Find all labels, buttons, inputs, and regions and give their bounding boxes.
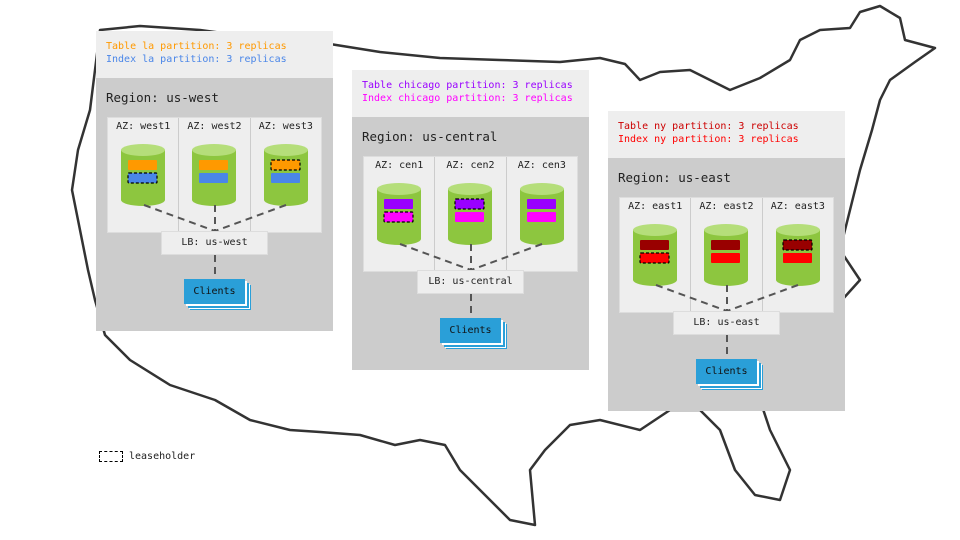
table-replica: [128, 160, 157, 170]
region-label: Region: us-east: [618, 170, 731, 185]
leaseholder-legend-swatch: [99, 451, 123, 462]
availability-zone: AZ: east2: [691, 198, 763, 312]
index-replica: [526, 212, 556, 222]
az-label: AZ: west1: [116, 121, 171, 132]
region-label: Region: us-west: [106, 90, 219, 105]
table-replica: [270, 159, 301, 171]
availability-zone: AZ: cen2: [435, 157, 507, 271]
legend: leaseholder: [99, 451, 195, 462]
index-replica: [711, 253, 741, 263]
database-cylinder-icon: [633, 224, 677, 286]
region-box: Region: us-east AZ: east1 AZ: east2 AZ: …: [608, 158, 845, 411]
availability-zone: AZ: cen1: [364, 157, 436, 271]
partition-info: Table chicago partition: 3 replicas Inde…: [352, 70, 589, 117]
load-balancer: LB: us-central: [417, 270, 524, 294]
database-cylinder-icon: [377, 183, 421, 245]
table-replica: [711, 240, 741, 250]
database-cylinder-icon: [775, 224, 820, 286]
table-partition-text: Table la partition: 3 replicas: [106, 41, 287, 52]
availability-zone: AZ: cen3: [507, 157, 577, 271]
table-replica: [782, 239, 813, 251]
index-replica: [270, 173, 300, 183]
database-cylinder-icon: [192, 144, 237, 206]
az-label: AZ: east2: [699, 201, 754, 212]
clients-stack: Clients: [696, 359, 757, 384]
index-replica: [383, 211, 414, 223]
az-group: AZ: east1 AZ: east2 AZ: east3: [619, 197, 834, 313]
az-group: AZ: west1 AZ: west2 AZ: west3: [107, 117, 322, 233]
partition-info: Table la partition: 3 replicas Index la …: [96, 31, 333, 78]
index-partition-text: Index ny partition: 3 replicas: [618, 134, 799, 145]
az-label: AZ: west2: [187, 121, 242, 132]
az-label: AZ: cen1: [375, 160, 424, 171]
region-us-east: Table ny partition: 3 replicas Index ny …: [608, 111, 845, 411]
table-partition-text: Table chicago partition: 3 replicas: [362, 80, 573, 91]
load-balancer: LB: us-west: [161, 231, 268, 255]
az-group: AZ: cen1 AZ: cen2 AZ: cen3: [363, 156, 578, 272]
index-replica: [639, 252, 670, 264]
index-replica: [199, 173, 229, 183]
index-replica: [127, 172, 158, 184]
table-replica: [640, 240, 669, 250]
index-replica: [455, 212, 485, 222]
index-partition-text: Index chicago partition: 3 replicas: [362, 93, 573, 104]
availability-zone: AZ: west2: [179, 118, 251, 232]
partition-info: Table ny partition: 3 replicas Index ny …: [608, 111, 845, 158]
region-box: Region: us-west AZ: west1 AZ: west2 AZ: …: [96, 78, 333, 331]
az-label: AZ: cen2: [446, 160, 495, 171]
table-partition-text: Table ny partition: 3 replicas: [618, 121, 799, 132]
table-replica: [454, 198, 485, 210]
database-cylinder-icon: [519, 183, 564, 245]
availability-zone: AZ: west3: [251, 118, 321, 232]
table-replica: [526, 199, 556, 209]
az-label: AZ: west3: [258, 121, 313, 132]
database-cylinder-icon: [263, 144, 308, 206]
region-us-central: Table chicago partition: 3 replicas Inde…: [352, 70, 589, 370]
index-replica: [782, 253, 812, 263]
database-cylinder-icon: [704, 224, 749, 286]
az-label: AZ: east1: [628, 201, 683, 212]
az-label: AZ: east3: [770, 201, 825, 212]
az-label: AZ: cen3: [517, 160, 566, 171]
clients-stack: Clients: [440, 318, 501, 343]
availability-zone: AZ: east1: [620, 198, 692, 312]
clients-stack: Clients: [184, 279, 245, 304]
region-box: Region: us-central AZ: cen1 AZ: cen2 AZ:…: [352, 117, 589, 370]
table-replica: [199, 160, 229, 170]
availability-zone: AZ: east3: [763, 198, 833, 312]
region-us-west: Table la partition: 3 replicas Index la …: [96, 31, 333, 331]
database-cylinder-icon: [448, 183, 493, 245]
database-cylinder-icon: [121, 144, 165, 206]
table-replica: [384, 199, 413, 209]
availability-zone: AZ: west1: [108, 118, 180, 232]
index-partition-text: Index la partition: 3 replicas: [106, 54, 287, 65]
load-balancer: LB: us-east: [673, 311, 780, 335]
region-label: Region: us-central: [362, 129, 498, 144]
legend-label: leaseholder: [129, 451, 196, 462]
